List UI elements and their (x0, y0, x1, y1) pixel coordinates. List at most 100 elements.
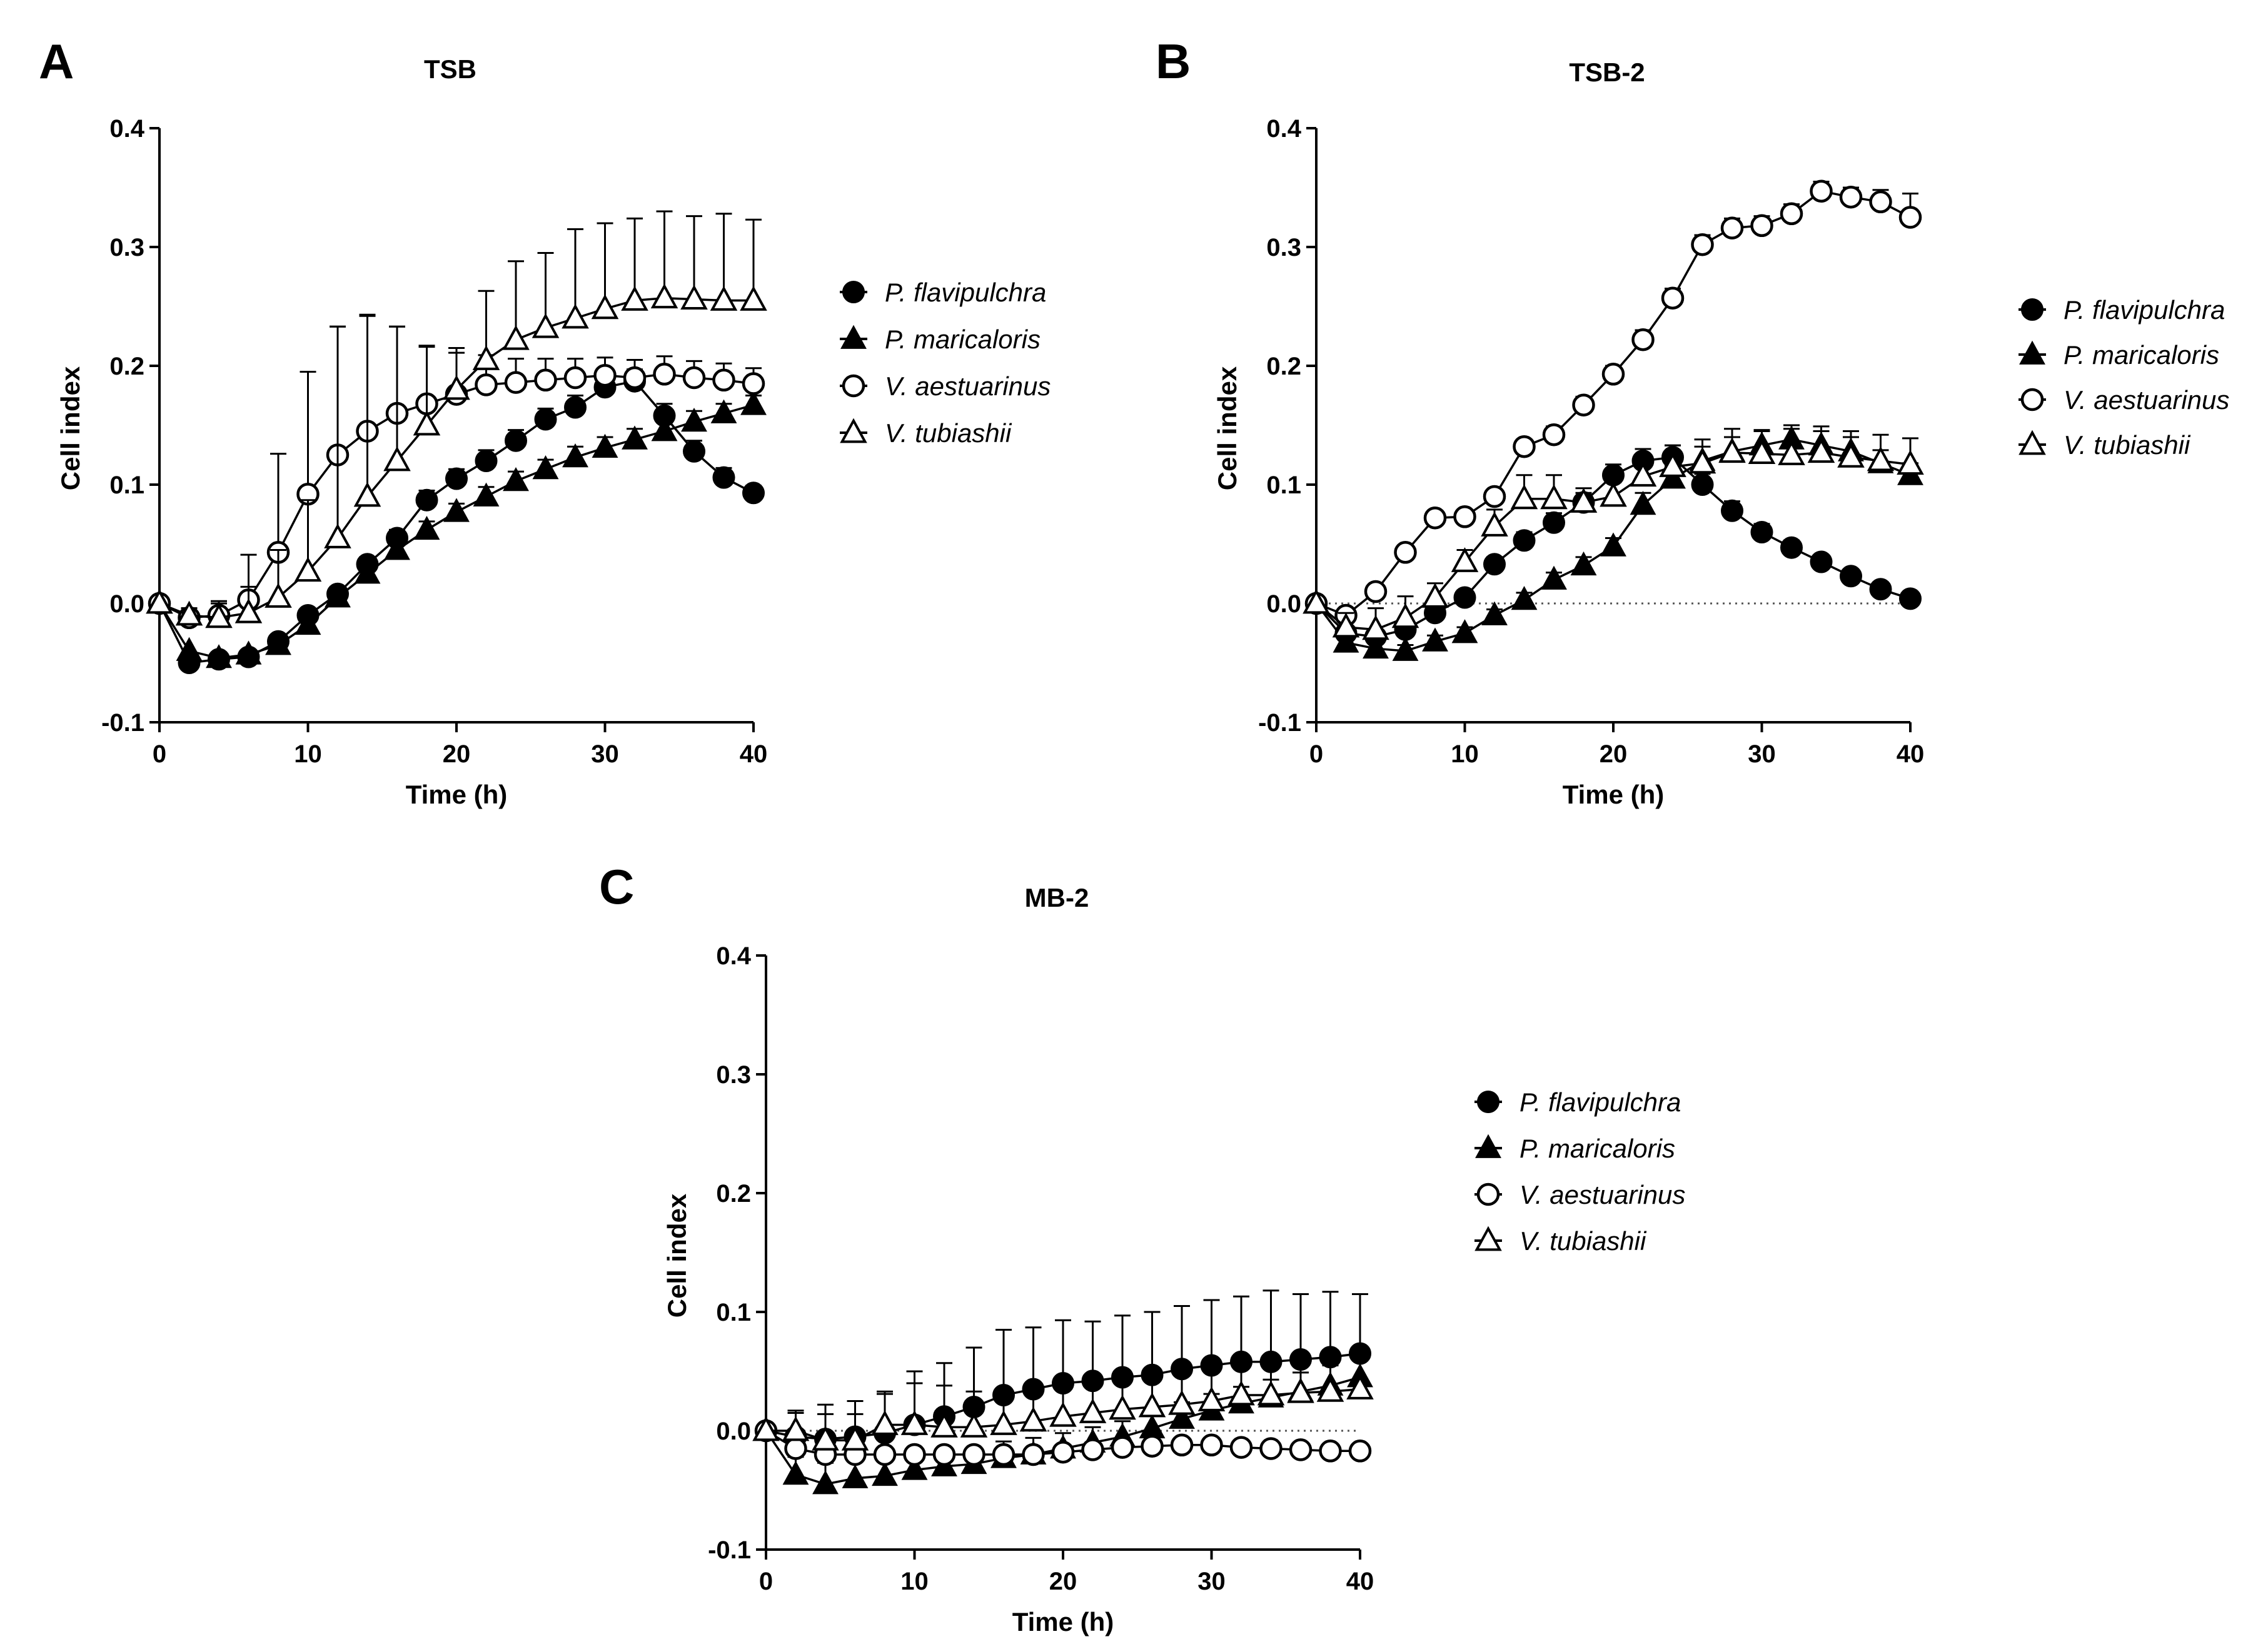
legend-marker (1477, 1091, 1499, 1113)
data-point (742, 482, 765, 505)
data-point (710, 399, 737, 423)
data-point (740, 391, 767, 415)
data-point (1051, 1440, 1075, 1464)
data-point (324, 523, 351, 548)
data-point (1169, 1404, 1195, 1429)
data-point (413, 410, 441, 436)
data-point (413, 515, 440, 540)
y-tick-label: -0.1 (708, 1536, 751, 1564)
data-point (1513, 435, 1536, 458)
x-tick-label: 30 (1748, 740, 1776, 768)
data-point (740, 286, 767, 311)
legend-marker (1474, 1226, 1502, 1251)
data-point (443, 498, 470, 522)
data-point (1451, 547, 1479, 572)
data-point (415, 488, 438, 512)
data-point (1750, 521, 1773, 543)
data-point (532, 313, 560, 338)
legend-item: P. flavipulchra (2019, 295, 2225, 325)
data-point (206, 644, 232, 668)
data-point (932, 1443, 956, 1466)
data-point (1481, 601, 1508, 625)
series-p-maricaloris (1303, 424, 1923, 661)
legend-marker (840, 325, 867, 349)
data-point (1659, 452, 1686, 477)
data-point (872, 1461, 898, 1486)
data-point (1168, 1389, 1196, 1415)
data-point (1287, 1378, 1314, 1403)
data-point (680, 285, 708, 310)
data-point (295, 610, 321, 635)
chart-panel-a: A TSB -0.1 0.0 0.1 0.2 0.3 0.4 0 10 20 30 40 Time (h)… (39, 34, 1051, 809)
legend-item: P. flavipulchra (840, 278, 1046, 307)
data-point (1720, 216, 1744, 240)
data-point (1332, 612, 1360, 638)
data-point (1660, 465, 1686, 489)
data-point (1511, 585, 1538, 610)
data-point (1319, 1440, 1342, 1463)
legend-label: P. flavipulchra (885, 278, 1046, 307)
data-point (475, 373, 498, 396)
data-point (1362, 615, 1389, 640)
data-point (176, 637, 203, 661)
data-point (504, 371, 528, 394)
y-tick-label: 0.0 (109, 590, 144, 618)
legend-item: P. flavipulchra (1474, 1087, 1681, 1117)
legend-item: P. maricaloris (2019, 340, 2219, 370)
x-tick-label: 20 (443, 740, 471, 768)
data-point (1572, 393, 1595, 416)
data-point (1229, 1436, 1253, 1459)
data-point (1513, 529, 1536, 552)
x-tick-label: 40 (1346, 1568, 1374, 1595)
data-point (841, 1425, 869, 1451)
data-point (1200, 1433, 1223, 1457)
data-point (383, 446, 411, 472)
data-point (445, 467, 468, 490)
legend-marker (2021, 298, 2044, 321)
data-point (1542, 423, 1566, 446)
data-point (1022, 1443, 1045, 1466)
legend-marker (1476, 1183, 1500, 1206)
data-point (842, 1464, 869, 1488)
x-axis-label: Time (h) (1012, 1607, 1114, 1636)
data-point (900, 1410, 929, 1435)
chart-panel-c: C MB-2 -0.1 0.0 0.1 0.2 0.3 0.4 0 10 20 30 40 Time (h… (599, 859, 1685, 1636)
data-point (1898, 206, 1922, 229)
data-point (1111, 1436, 1134, 1459)
data-point (1289, 1438, 1313, 1461)
panel-letter: B (1156, 34, 1191, 89)
y-axis-label: Cell index (1212, 366, 1242, 490)
data-point (1718, 438, 1746, 463)
data-point (1600, 482, 1627, 507)
data-point (1421, 583, 1449, 608)
data-point (562, 303, 589, 329)
data-point (1630, 490, 1656, 515)
series-v-tubiashii (752, 1358, 1374, 1451)
series-v-tubiashii (146, 210, 767, 628)
chart-title: MB-2 (1025, 883, 1089, 912)
data-point (1601, 363, 1625, 386)
data-point (562, 443, 588, 468)
x-tick-label: 30 (1197, 1568, 1226, 1595)
data-point (653, 363, 676, 386)
legend-marker (2019, 430, 2046, 455)
x-tick-label: 0 (153, 740, 166, 768)
data-point (1170, 1433, 1194, 1457)
y-tick-label: 0.1 (716, 1299, 751, 1326)
legend-label: V. tubiashii (1520, 1226, 1647, 1256)
x-tick-label: 20 (1049, 1568, 1077, 1595)
data-point (782, 1416, 810, 1441)
legend-label: P. maricaloris (885, 325, 1041, 354)
data-point (502, 325, 530, 350)
data-point (752, 1416, 780, 1441)
data-point (503, 466, 529, 492)
y-tick-label: 0.4 (716, 942, 751, 970)
data-point (873, 1443, 897, 1466)
data-point (1257, 1380, 1285, 1406)
data-point (1138, 1392, 1166, 1418)
data-point (712, 466, 735, 489)
legend-marker (842, 374, 865, 398)
data-point (564, 396, 587, 419)
data-point (1869, 190, 1892, 214)
data-point (591, 294, 619, 320)
